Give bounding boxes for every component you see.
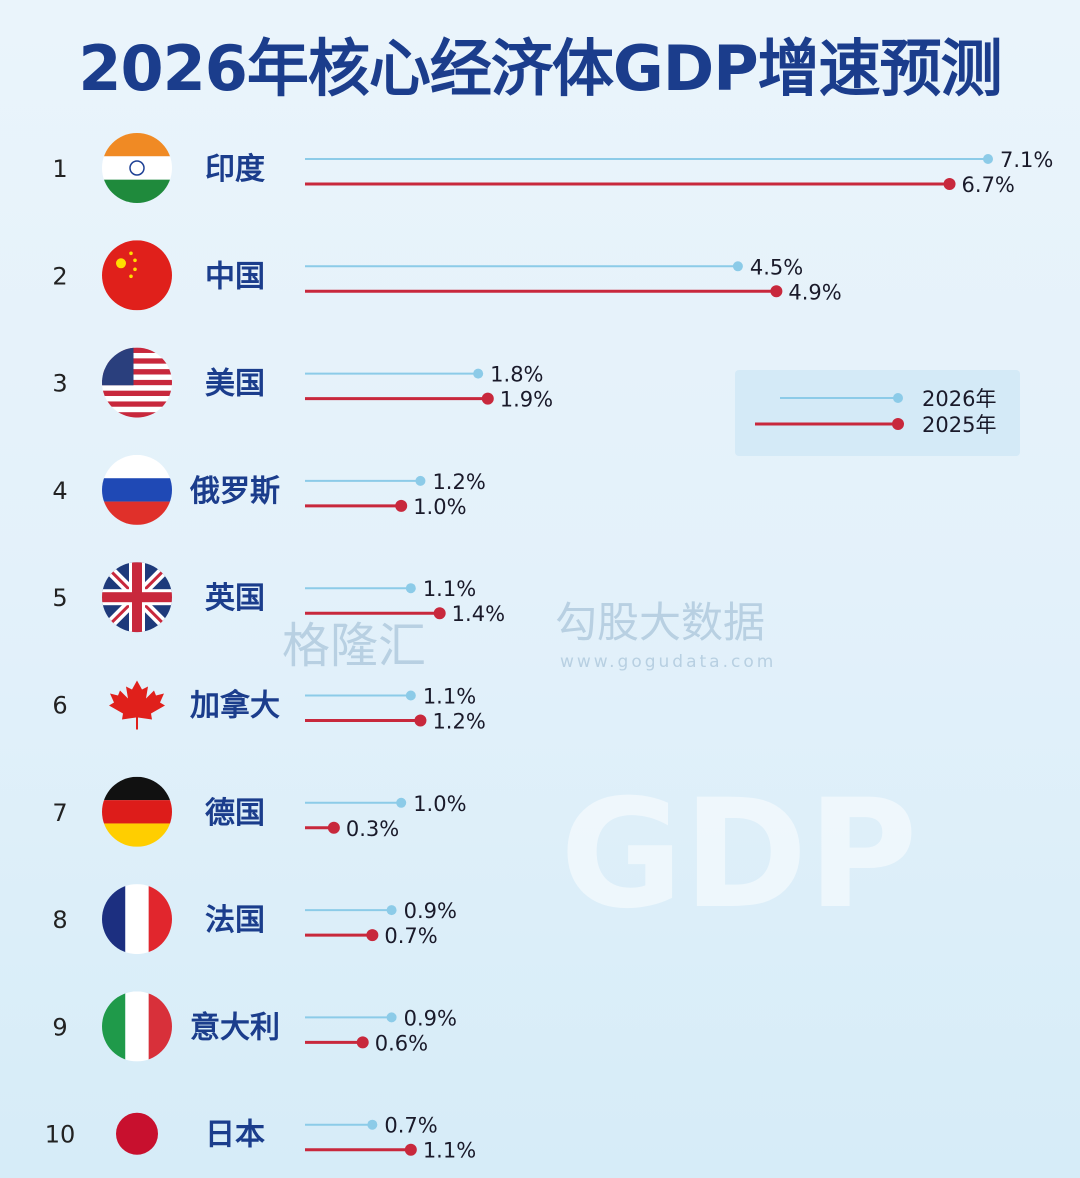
country-label: 法国 (205, 903, 265, 938)
bar-end-dot (405, 583, 416, 594)
bar-end-dot (356, 1036, 369, 1049)
bar-end-dot (386, 905, 397, 916)
country-label: 中国 (205, 259, 265, 294)
data-label: 4.5% (750, 255, 803, 279)
uk-flag-icon (102, 562, 172, 633)
data-label: 4.9% (788, 280, 841, 304)
bar-end-dot (327, 821, 340, 834)
legend-entry: 2026年 (922, 387, 996, 411)
canada-flag-icon (109, 680, 165, 730)
data-label: 1.9% (500, 388, 553, 412)
italy-flag-icon (102, 991, 172, 1062)
country-label: 加拿大 (190, 689, 280, 724)
bar-end-dot (414, 714, 427, 727)
rank-label: 6 (52, 692, 67, 720)
country-label: 美国 (205, 367, 265, 402)
data-label: 0.9% (404, 1006, 457, 1030)
country-label: 意大利 (190, 1010, 280, 1045)
chart-title: 2026年核心经济体GDP增速预测 (78, 32, 1002, 105)
country-label: 日本 (205, 1118, 265, 1153)
india-flag-icon (102, 133, 172, 203)
rank-label: 8 (52, 906, 67, 934)
bar-end-dot (473, 368, 484, 379)
bar-end-dot (386, 1012, 397, 1023)
bar-end-dot (481, 392, 494, 405)
data-label: 1.0% (413, 792, 466, 816)
data-label: 1.1% (423, 1139, 476, 1163)
usa-flag-icon (102, 347, 172, 418)
data-label: 1.4% (452, 602, 505, 626)
bar-end-dot (732, 261, 743, 272)
russia-flag-icon (102, 454, 172, 525)
bar-end-dot (366, 929, 379, 942)
rank-label: 3 (52, 370, 67, 398)
bar-end-dot (983, 154, 994, 164)
watermark-gelonghui: 格隆汇 (282, 618, 427, 674)
rank-label: 4 (52, 477, 67, 505)
france-flag-icon (102, 884, 172, 955)
data-label: 0.7% (384, 924, 437, 948)
bar-end-dot (770, 285, 783, 298)
bar-end-dot (405, 690, 416, 701)
data-label: 0.9% (404, 899, 457, 923)
rank-label: 7 (52, 799, 67, 827)
data-label: 0.3% (346, 817, 399, 841)
data-label: 6.7% (962, 173, 1015, 197)
bar-end-dot (433, 607, 446, 620)
bar-end-dot (415, 475, 426, 486)
data-label: 7.1% (1000, 148, 1053, 172)
data-label: 0.7% (384, 1114, 437, 1138)
country-label: 俄罗斯 (189, 474, 280, 509)
watermark-url: www.gogudata.com (560, 652, 777, 672)
data-label: 0.6% (375, 1031, 428, 1055)
data-label: 1.2% (432, 710, 485, 734)
data-label: 1.1% (423, 577, 476, 601)
data-label: 1.8% (490, 363, 543, 387)
bar-end-dot (396, 797, 407, 808)
bar-end-dot (943, 178, 956, 190)
japan-flag-icon (116, 1112, 158, 1155)
country-label: 德国 (205, 796, 265, 831)
rank-label: 10 (45, 1121, 76, 1149)
bar-end-dot (367, 1119, 378, 1130)
country-label: 英国 (205, 581, 265, 616)
legend-entry: 2025年 (922, 413, 996, 437)
bar-end-dot (404, 1143, 417, 1156)
rank-label: 5 (52, 584, 67, 612)
legend-box (735, 370, 1020, 456)
rank-label: 2 (52, 262, 67, 290)
rank-label: 1 (52, 155, 67, 183)
china-flag-icon (102, 240, 172, 311)
watermark-gogudata: 勾股大数据 (555, 598, 766, 647)
data-label: 1.2% (432, 470, 485, 494)
legend-dot (893, 393, 903, 403)
germany-flag-icon (102, 776, 172, 847)
data-label: 1.0% (413, 495, 466, 519)
background-watermark: GDP (560, 768, 918, 942)
rank-label: 9 (52, 1013, 67, 1041)
legend-dot (892, 418, 904, 430)
country-label: 印度 (205, 152, 265, 187)
bar-end-dot (395, 499, 408, 512)
data-label: 1.1% (423, 685, 476, 709)
